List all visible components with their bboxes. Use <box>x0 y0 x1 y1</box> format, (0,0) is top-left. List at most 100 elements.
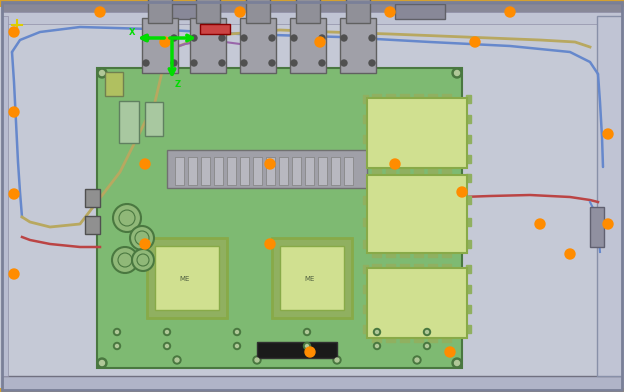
Bar <box>400 167 409 172</box>
Circle shape <box>319 35 325 41</box>
Circle shape <box>253 356 261 364</box>
Circle shape <box>376 345 379 347</box>
Circle shape <box>454 361 459 365</box>
Bar <box>257 342 337 358</box>
Bar <box>240 157 249 185</box>
Circle shape <box>132 249 154 271</box>
Circle shape <box>390 159 400 169</box>
Bar <box>466 135 471 143</box>
Circle shape <box>305 347 315 357</box>
Text: X: X <box>129 28 135 37</box>
Bar <box>414 94 423 99</box>
Circle shape <box>235 330 238 334</box>
Circle shape <box>9 27 19 37</box>
Circle shape <box>143 60 149 66</box>
Bar <box>2 3 622 13</box>
Circle shape <box>173 356 181 364</box>
Circle shape <box>160 37 170 47</box>
Bar <box>246 0 270 23</box>
Bar <box>428 171 437 176</box>
Bar <box>372 167 381 172</box>
Circle shape <box>291 60 297 66</box>
Circle shape <box>130 226 154 250</box>
Bar <box>266 157 275 185</box>
Bar <box>414 264 423 269</box>
Bar <box>85 189 100 207</box>
Circle shape <box>140 239 150 249</box>
Circle shape <box>603 219 613 229</box>
Text: Z: Z <box>175 80 181 89</box>
Bar <box>363 325 368 333</box>
Circle shape <box>163 328 170 336</box>
Bar <box>363 115 368 123</box>
Circle shape <box>374 328 381 336</box>
Circle shape <box>9 269 19 279</box>
Bar <box>597 16 622 376</box>
Circle shape <box>603 129 613 139</box>
Bar <box>253 157 262 185</box>
Circle shape <box>565 249 575 259</box>
Bar <box>214 157 223 185</box>
Bar <box>346 0 370 23</box>
Circle shape <box>233 328 240 336</box>
Circle shape <box>219 35 225 41</box>
Circle shape <box>191 60 197 66</box>
Circle shape <box>341 35 347 41</box>
Circle shape <box>165 345 168 347</box>
Bar <box>190 18 226 73</box>
Bar <box>155 246 219 310</box>
Bar <box>466 240 471 248</box>
Bar <box>363 285 368 293</box>
Circle shape <box>114 343 120 350</box>
Bar <box>201 157 210 185</box>
Bar <box>428 167 437 172</box>
Bar <box>372 264 381 269</box>
Bar <box>363 218 368 226</box>
Circle shape <box>369 60 375 66</box>
Bar <box>386 167 395 172</box>
Bar <box>466 174 471 182</box>
Circle shape <box>163 343 170 350</box>
Bar <box>466 115 471 123</box>
Circle shape <box>95 7 105 17</box>
Bar <box>240 18 276 73</box>
Bar <box>2 376 622 390</box>
Circle shape <box>333 356 341 364</box>
Bar <box>280 246 344 310</box>
Circle shape <box>452 358 462 368</box>
Circle shape <box>426 345 429 347</box>
Bar <box>386 337 395 342</box>
Bar <box>292 157 301 185</box>
Circle shape <box>140 159 150 169</box>
Circle shape <box>424 343 431 350</box>
Circle shape <box>457 187 467 197</box>
Bar <box>386 171 395 176</box>
Bar <box>466 218 471 226</box>
Bar <box>85 216 100 234</box>
Circle shape <box>97 358 107 368</box>
Circle shape <box>97 68 107 78</box>
Bar <box>272 238 352 318</box>
Circle shape <box>255 358 259 362</box>
Bar <box>442 264 451 269</box>
Bar <box>466 305 471 313</box>
Circle shape <box>9 189 19 199</box>
Circle shape <box>374 343 381 350</box>
Bar <box>331 157 340 185</box>
Bar <box>442 252 451 257</box>
Bar <box>344 157 353 185</box>
Bar <box>105 72 123 96</box>
Bar <box>363 240 368 248</box>
Text: ME: ME <box>304 276 314 282</box>
Circle shape <box>235 7 245 17</box>
Circle shape <box>265 239 275 249</box>
Circle shape <box>424 328 431 336</box>
Bar <box>428 252 437 257</box>
Bar <box>2 16 8 376</box>
Circle shape <box>112 247 138 273</box>
Circle shape <box>171 35 177 41</box>
Circle shape <box>306 330 308 334</box>
Circle shape <box>99 361 104 365</box>
Bar <box>466 285 471 293</box>
Circle shape <box>241 35 247 41</box>
